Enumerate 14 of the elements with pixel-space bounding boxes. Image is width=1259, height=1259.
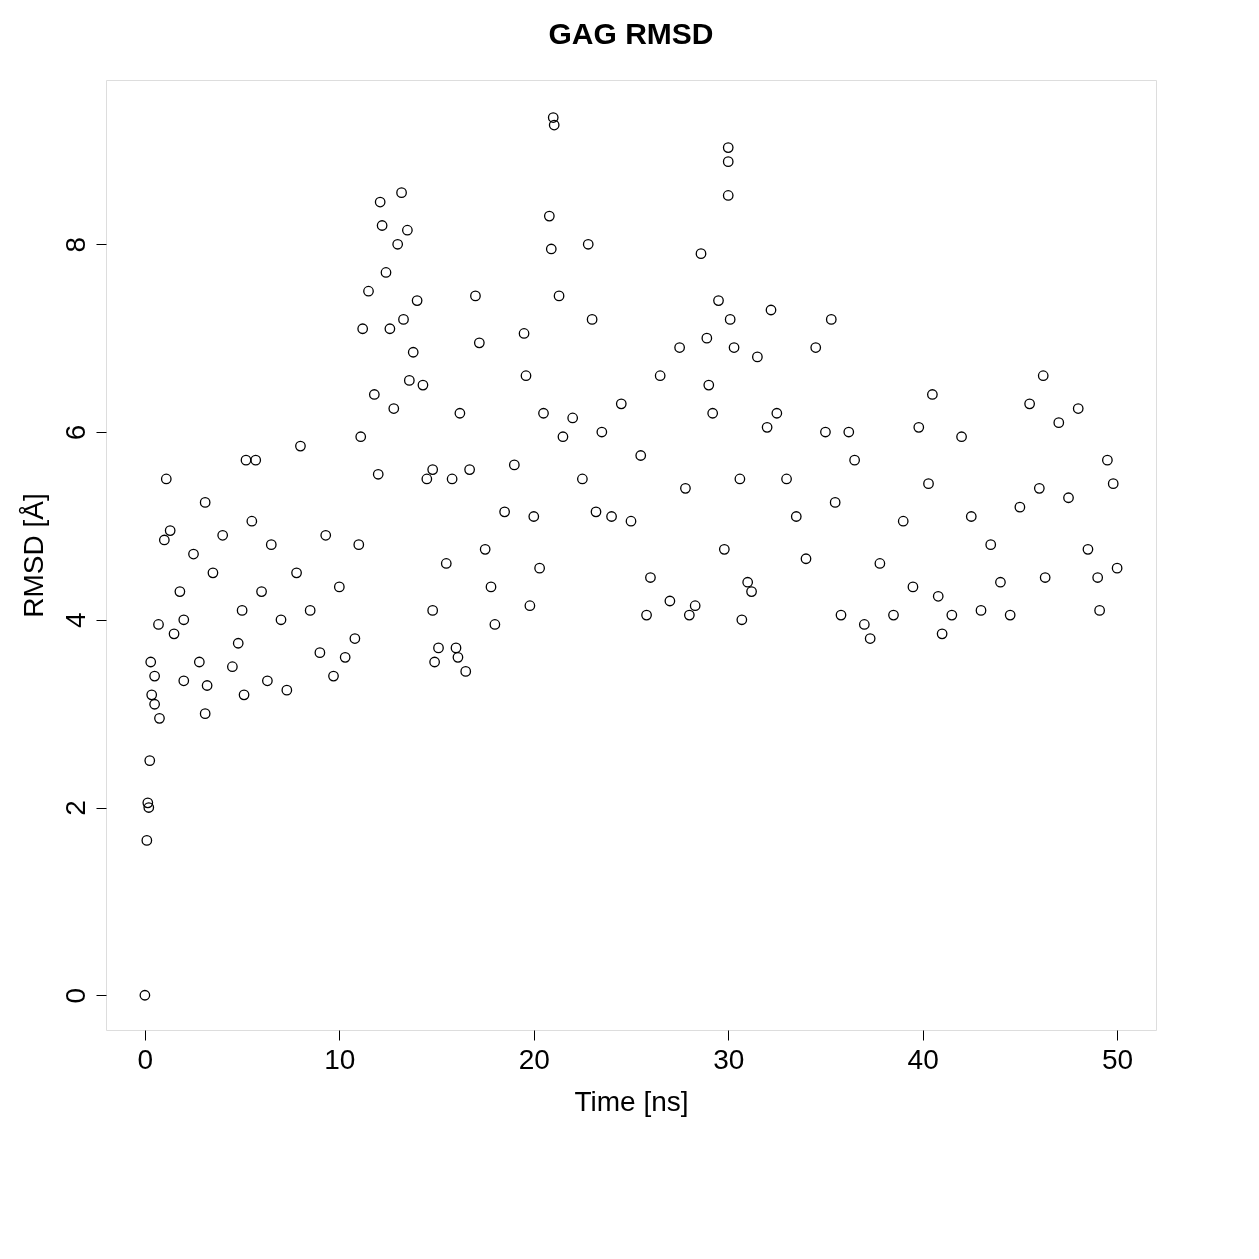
x-tick-label: 30 <box>713 1043 745 1075</box>
y-tick-label: 0 <box>59 987 91 1004</box>
x-tick-label: 0 <box>137 1043 154 1075</box>
y-tick-label: 8 <box>59 236 91 253</box>
y-tick-label: 6 <box>59 424 91 441</box>
x-tick-label: 50 <box>1102 1043 1134 1075</box>
y-tick-label: 4 <box>59 612 91 629</box>
y-axis-title: RMSD [Å] <box>17 493 49 618</box>
x-tick-label: 40 <box>907 1043 939 1075</box>
y-tick-label: 2 <box>59 800 91 816</box>
x-tick-label: 20 <box>518 1043 550 1075</box>
x-tick-label: 10 <box>324 1043 356 1075</box>
x-axis-title: Time [ns] <box>574 1085 689 1117</box>
chart-title: GAG RMSD <box>548 17 714 50</box>
